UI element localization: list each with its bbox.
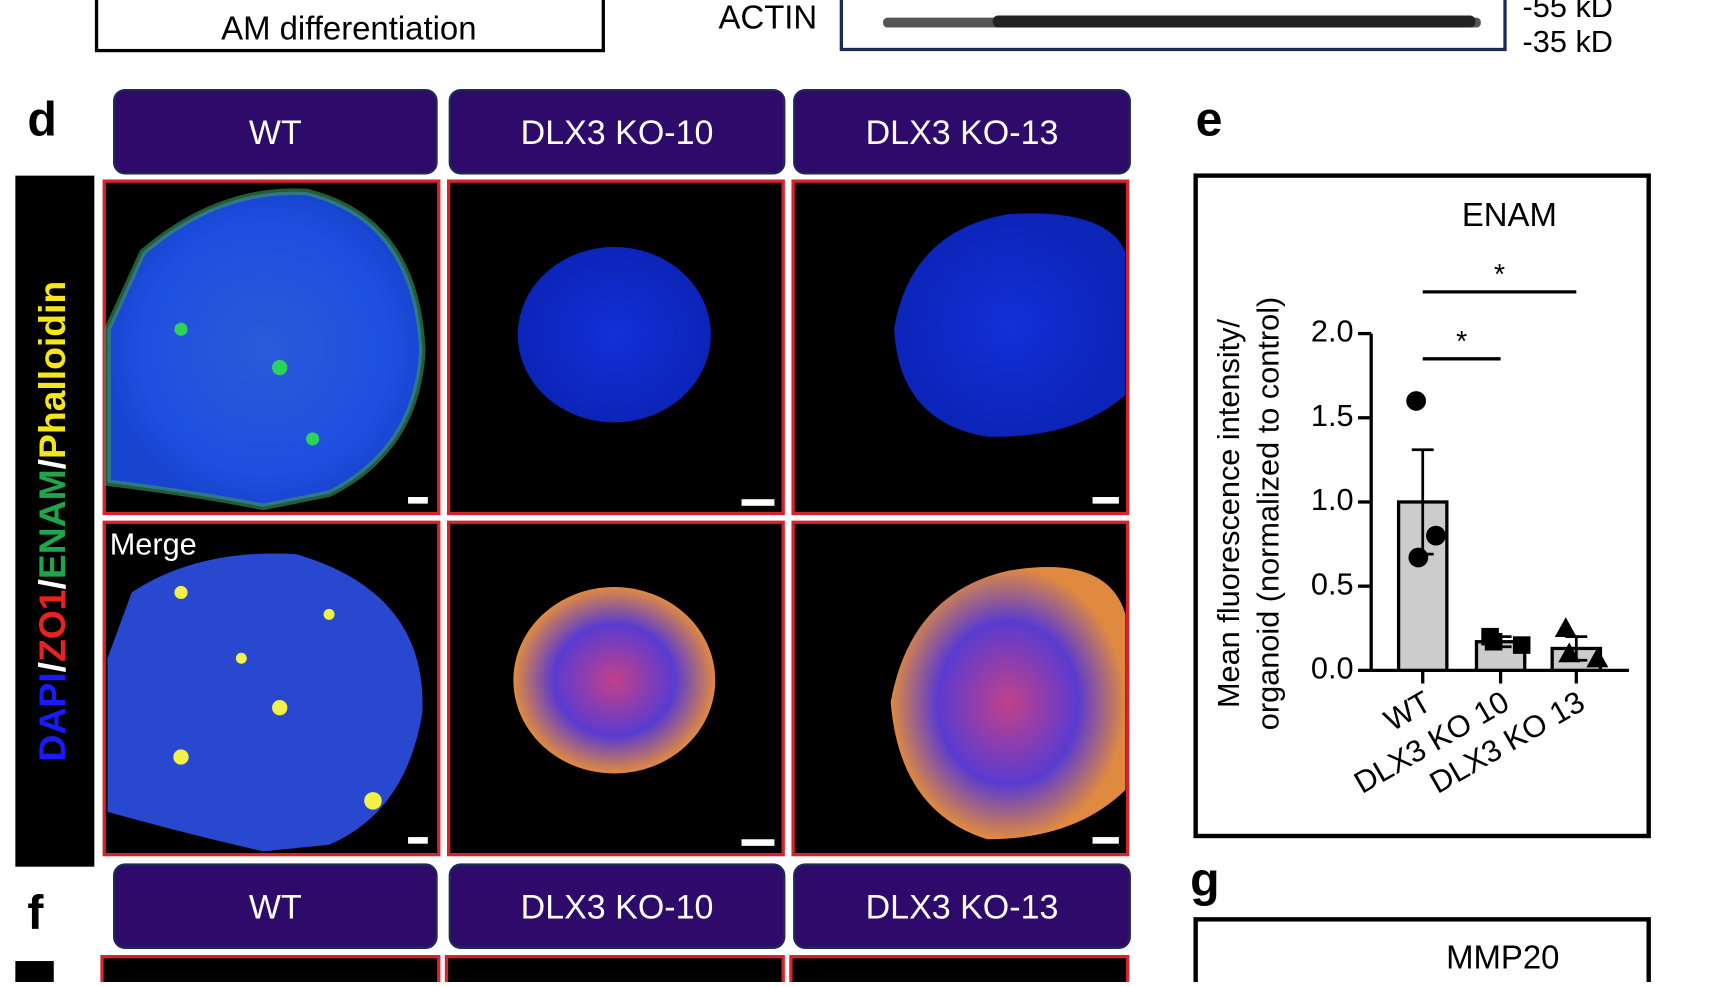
y-axis-label-line: organoid (normalized to control) — [1250, 297, 1285, 730]
stain-part: / — [31, 662, 73, 672]
data-point — [1512, 636, 1531, 654]
panel-letter: f — [27, 886, 44, 940]
header-label: DLX3 KO-13 — [866, 888, 1059, 926]
data-point — [1558, 642, 1581, 663]
y-axis-label: Mean fluorescence intensity/organoid (no… — [1211, 297, 1285, 730]
y-tick-label: 0.0 — [1311, 650, 1354, 685]
chart-title: ENAM — [1462, 196, 1557, 233]
data-point — [1406, 391, 1427, 411]
micrographs — [100, 955, 1130, 987]
stain-part: DAPI — [31, 672, 73, 761]
chart-title: MMP20 — [1446, 939, 1559, 976]
header-box — [448, 863, 786, 949]
y-tick-label: 0.5 — [1311, 566, 1354, 601]
data-point — [1554, 617, 1577, 638]
header-label: WT — [249, 888, 302, 926]
y-axis-label-line: Mean fluorescence intensity/ — [1211, 318, 1246, 708]
stain-band — [15, 175, 95, 867]
significance-label: * — [1494, 259, 1505, 291]
stain-part: / — [31, 459, 73, 469]
header-label: WT — [249, 114, 302, 152]
stain-part: / — [31, 579, 73, 589]
y-tick-label: 1.0 — [1311, 482, 1354, 517]
header-label: DLX3 KO-13 — [866, 114, 1059, 152]
panel-letter: g — [1190, 853, 1219, 907]
chart-frame — [1193, 173, 1651, 839]
stain-part: ENAM — [31, 469, 73, 579]
data-point — [1426, 525, 1446, 546]
stain-part: Phalloidin — [31, 281, 73, 459]
y-tick-label: 2.0 — [1311, 314, 1354, 349]
y-tick-label: 1.5 — [1311, 398, 1354, 433]
header-box — [112, 863, 438, 949]
box — [94, 0, 605, 53]
panel-letter: d — [27, 93, 56, 147]
data-point — [1484, 632, 1503, 651]
header-label: DLX3 KO-10 — [521, 114, 714, 152]
stain-part: ZO1 — [31, 590, 73, 663]
header-box — [793, 88, 1131, 175]
data-point — [1586, 647, 1609, 668]
marker-label: -55 kD — [1523, 0, 1613, 24]
merge-label: Merge — [110, 527, 197, 562]
micrographs — [102, 179, 1130, 857]
bands — [883, 15, 1481, 28]
blot-label: ACTIN — [719, 0, 818, 36]
stain-label: DAPI/ZO1/ENAM/Phalloidin — [31, 281, 73, 762]
header-box — [793, 863, 1131, 949]
header-box — [112, 88, 438, 175]
header-box — [448, 88, 786, 175]
marker-label: -35 kD — [1523, 24, 1613, 59]
box-label: AM differentiation — [221, 10, 476, 47]
stain-band — [15, 961, 54, 987]
significance-label: * — [1456, 326, 1467, 358]
data-point — [1408, 547, 1429, 568]
header-label: DLX3 KO-10 — [521, 888, 714, 926]
chart-frame — [1193, 917, 1651, 987]
panel-letter: e — [1196, 93, 1223, 147]
